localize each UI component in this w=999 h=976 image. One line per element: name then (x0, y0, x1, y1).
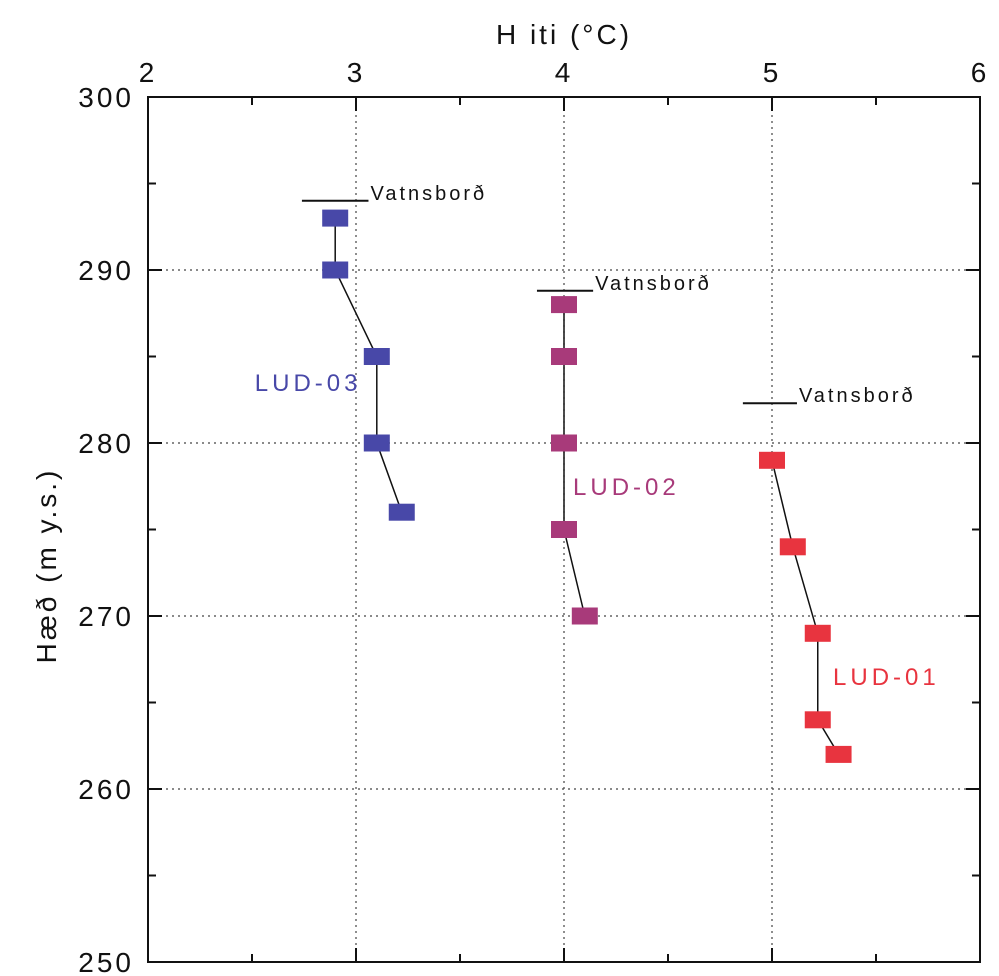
y-tick-label: 280 (78, 428, 134, 459)
data-point (551, 521, 577, 538)
data-point (571, 607, 598, 625)
data-point (322, 261, 349, 279)
x-tick-labels: 2 3 4 5 6 (139, 57, 990, 88)
water-level-label: Vatnsborð (595, 273, 712, 295)
series-lud-01: LUD-01 (759, 451, 940, 763)
x-tick-label: 3 (347, 57, 366, 88)
grid-lines (148, 97, 980, 962)
y-tick-label: 290 (78, 255, 134, 286)
series-lud-02: LUD-02 (551, 296, 680, 625)
data-point (759, 451, 785, 469)
series-group: LUD-03 LUD-02 LUD-01 (255, 209, 940, 763)
water-level-label: Vatnsborð (370, 183, 487, 205)
series-label: LUD-03 (255, 370, 362, 397)
water-level-annotations: Vatnsborð Vatnsborð Vatnsborð (301, 183, 916, 407)
series-lud-03: LUD-03 (255, 209, 415, 521)
y-axis-title: Hæð (m y.s.) (31, 468, 62, 664)
water-level-label: Vatnsborð (799, 385, 916, 407)
y-tick-labels: 250 260 270 280 290 300 (78, 82, 134, 976)
data-point (551, 434, 577, 452)
series-label: LUD-01 (833, 664, 940, 691)
data-point (551, 296, 577, 314)
x-tick-label: 4 (555, 57, 574, 88)
data-point (388, 503, 415, 521)
data-point (551, 348, 577, 365)
data-point (804, 624, 831, 642)
series-line (771, 460, 840, 755)
y-tick-label: 300 (78, 82, 134, 113)
data-point (779, 538, 806, 556)
x-axis-title: H iti (°C) (496, 19, 632, 50)
y-tick-label: 250 (78, 947, 134, 976)
data-point (363, 348, 390, 365)
data-point (363, 434, 390, 452)
x-tick-label: 6 (971, 57, 990, 88)
x-tick-label: 5 (763, 57, 782, 88)
data-point (322, 209, 349, 227)
data-point (804, 711, 831, 729)
series-label: LUD-02 (573, 474, 680, 501)
plot-frame (147, 96, 981, 963)
x-tick-label: 2 (139, 57, 158, 88)
y-tick-label: 260 (78, 774, 134, 805)
data-point (825, 745, 852, 763)
y-tick-label: 270 (78, 601, 134, 632)
